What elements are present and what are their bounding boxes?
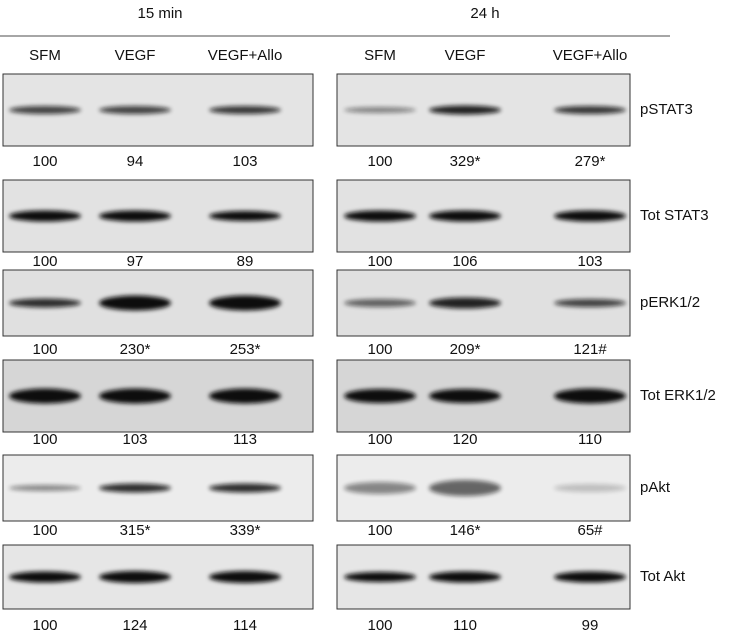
row-label: Tot STAT3 — [640, 207, 709, 224]
band — [9, 388, 81, 404]
row-label: pAkt — [640, 479, 671, 496]
band — [429, 389, 501, 403]
densitometry-value: 339* — [230, 522, 261, 539]
densitometry-value: 121# — [573, 341, 607, 358]
band — [429, 210, 501, 222]
band — [99, 295, 171, 311]
densitometry-value: 209* — [450, 341, 481, 358]
band — [429, 297, 501, 309]
densitometry-value: 89 — [237, 253, 254, 270]
densitometry-value: 103 — [122, 431, 147, 448]
band — [9, 485, 81, 491]
densitometry-value: 100 — [32, 341, 57, 358]
band — [554, 484, 626, 492]
densitometry-value: 103 — [577, 253, 602, 270]
band — [554, 388, 626, 404]
lane-label: VEGF — [115, 47, 156, 64]
row-label: pSTAT3 — [640, 101, 693, 118]
densitometry-value: 279* — [575, 153, 606, 170]
band — [429, 105, 501, 115]
band — [344, 389, 416, 403]
band — [209, 211, 281, 221]
densitometry-value: 106 — [452, 253, 477, 270]
densitometry-value: 100 — [367, 617, 392, 634]
band — [209, 571, 281, 583]
band — [9, 298, 81, 308]
band — [9, 571, 81, 583]
densitometry-value: 120 — [452, 431, 477, 448]
band — [429, 480, 501, 496]
densitometry-value: 100 — [367, 522, 392, 539]
lane-label: VEGF+Allo — [208, 47, 283, 64]
densitometry-value: 253* — [230, 341, 261, 358]
band — [429, 571, 501, 583]
time-point: 15 min — [137, 5, 182, 22]
band — [344, 210, 416, 222]
densitometry-value: 100 — [367, 341, 392, 358]
band — [209, 388, 281, 404]
lane-label: SFM — [29, 47, 61, 64]
densitometry-value: 113 — [233, 431, 257, 448]
densitometry-value: 100 — [32, 153, 57, 170]
band — [9, 106, 81, 114]
densitometry-value: 110 — [453, 617, 477, 634]
densitometry-value: 114 — [233, 617, 257, 634]
row-label: Tot Akt — [640, 568, 686, 585]
densitometry-value: 100 — [32, 617, 57, 634]
densitometry-value: 329* — [450, 153, 481, 170]
band — [344, 299, 416, 307]
time-point: 24 h — [470, 5, 499, 22]
band — [99, 106, 171, 114]
band — [209, 483, 281, 493]
band — [344, 107, 416, 113]
densitometry-value: 94 — [127, 153, 144, 170]
densitometry-value: 100 — [32, 431, 57, 448]
densitometry-value: 65# — [577, 522, 603, 539]
densitometry-value: 97 — [127, 253, 144, 270]
lane-label: SFM — [364, 47, 396, 64]
row-label: pERK1/2 — [640, 294, 700, 311]
densitometry-value: 100 — [32, 522, 57, 539]
band — [99, 483, 171, 493]
densitometry-value: 230* — [120, 341, 151, 358]
densitometry-value: 146* — [450, 522, 481, 539]
densitometry-value: 99 — [582, 617, 599, 634]
band — [554, 106, 626, 114]
band — [209, 106, 281, 114]
band — [99, 571, 171, 583]
band — [344, 572, 416, 582]
lane-label: VEGF+Allo — [553, 47, 628, 64]
band — [554, 299, 626, 307]
densitometry-value: 103 — [232, 153, 257, 170]
band — [344, 482, 416, 494]
band — [554, 571, 626, 583]
densitometry-value: 110 — [578, 431, 602, 448]
band — [99, 210, 171, 222]
densitometry-value: 100 — [367, 431, 392, 448]
row-label: Tot ERK1/2 — [640, 387, 716, 404]
band — [554, 210, 626, 222]
densitometry-value: 315* — [120, 522, 151, 539]
densitometry-value: 100 — [32, 253, 57, 270]
band — [209, 295, 281, 311]
band — [99, 388, 171, 404]
densitometry-value: 100 — [367, 153, 392, 170]
band — [9, 210, 81, 222]
densitometry-value: 100 — [367, 253, 392, 270]
lane-label: VEGF — [445, 47, 486, 64]
densitometry-value: 124 — [122, 617, 147, 634]
